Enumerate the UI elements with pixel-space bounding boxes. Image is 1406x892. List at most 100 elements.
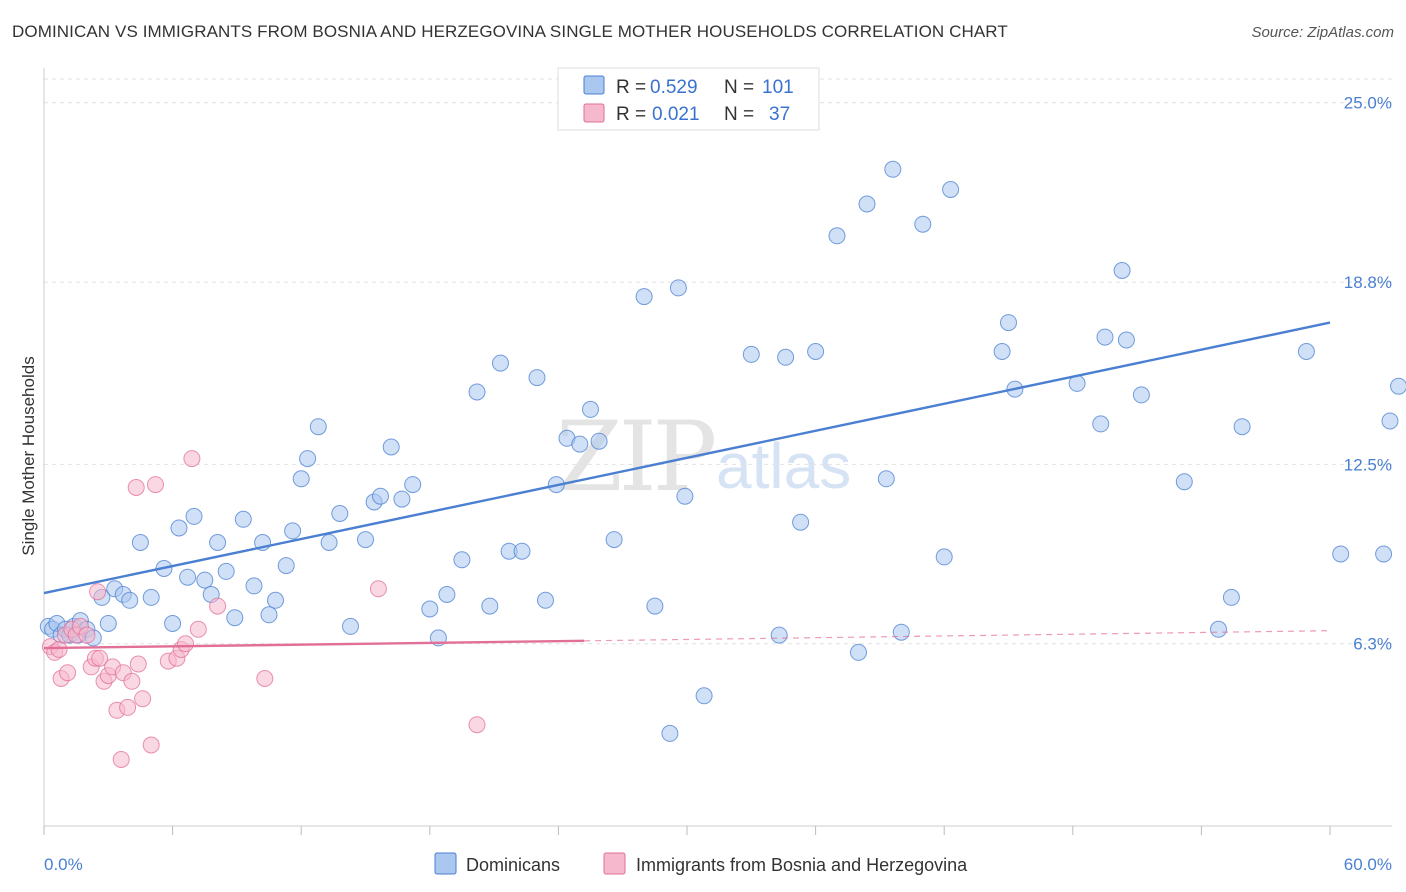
- data-point: [209, 597, 227, 615]
- x-ticks: [43, 826, 1331, 835]
- data-point: [91, 649, 109, 667]
- data-point: [78, 626, 96, 644]
- data-point: [1175, 473, 1193, 491]
- data-point: [1297, 343, 1315, 360]
- data-point: [1096, 328, 1114, 346]
- legend-r-value-0: 0.529: [650, 77, 698, 98]
- data-point: [669, 279, 687, 297]
- data-point: [571, 435, 589, 453]
- data-point: [112, 751, 130, 768]
- trendline-1: [43, 639, 585, 650]
- watermark-atlas: atlas: [716, 430, 851, 502]
- trendline-0: [43, 321, 1331, 595]
- data-point: [892, 623, 910, 641]
- bottom-legend-label-bosnia: Immigrants from Bosnia and Herzegovina: [636, 855, 968, 875]
- data-point: [277, 557, 295, 575]
- data-point: [292, 470, 310, 488]
- legend-r-label-1: R =: [616, 104, 646, 125]
- data-point: [404, 476, 422, 494]
- legend-swatch-dominicans: [583, 75, 605, 95]
- legend-bottom: Dominicans Immigrants from Bosnia and He…: [434, 852, 968, 875]
- data-point: [453, 551, 471, 569]
- data-point: [1375, 545, 1393, 563]
- legend-swatch-bosnia: [583, 103, 605, 123]
- data-point: [828, 227, 846, 245]
- data-point: [260, 606, 278, 624]
- data-point: [299, 450, 317, 468]
- bottom-legend-swatch-bosnia: [603, 852, 626, 875]
- data-point: [481, 597, 499, 615]
- data-point: [177, 635, 194, 653]
- chart-title: DOMINICAN VS IMMIGRANTS FROM BOSNIA AND …: [12, 22, 1008, 41]
- data-point: [372, 487, 389, 505]
- y-tick-label-1: 12.5%: [1344, 455, 1392, 474]
- data-point: [492, 354, 509, 372]
- data-point: [513, 542, 531, 560]
- data-point: [123, 672, 141, 690]
- data-point: [393, 490, 411, 508]
- data-point: [129, 655, 147, 673]
- data-point: [234, 510, 252, 528]
- data-point: [369, 580, 387, 598]
- data-point: [179, 568, 197, 586]
- data-point: [142, 588, 160, 606]
- data-point: [226, 609, 244, 627]
- data-point: [1132, 386, 1150, 404]
- data-point: [914, 215, 932, 233]
- data-point: [320, 534, 338, 551]
- data-point: [1233, 418, 1251, 436]
- data-point: [342, 617, 359, 635]
- data-point: [807, 343, 825, 360]
- data-point: [590, 432, 608, 450]
- data-point: [858, 195, 876, 213]
- source-label: Source: ZipAtlas.com: [1251, 24, 1394, 41]
- data-point: [142, 736, 160, 754]
- data-point: [605, 531, 623, 549]
- data-point: [528, 369, 546, 387]
- data-point: [99, 615, 117, 632]
- data-point: [635, 288, 653, 306]
- data-point: [127, 479, 145, 496]
- data-point: [245, 577, 263, 595]
- data-point: [1000, 314, 1017, 332]
- legend-n-label-0: N =: [724, 77, 754, 98]
- data-point: [59, 664, 77, 682]
- data-point: [935, 548, 953, 566]
- bosnia-points: [41, 450, 486, 768]
- data-point: [877, 470, 895, 488]
- data-point: [676, 487, 694, 505]
- y-tick-label-2: 18.8%: [1344, 273, 1392, 292]
- x-tick-max: 60.0%: [1344, 855, 1392, 874]
- data-point: [357, 531, 374, 549]
- gridlines: [44, 78, 1392, 645]
- data-point: [792, 513, 810, 531]
- data-point: [217, 562, 235, 580]
- data-point: [183, 450, 201, 468]
- data-point: [256, 670, 274, 687]
- bottom-legend-label-dominicans: Dominicans: [466, 855, 560, 875]
- data-point: [89, 583, 107, 601]
- data-point: [1332, 545, 1350, 563]
- data-point: [309, 418, 327, 436]
- data-point: [468, 383, 486, 401]
- trendlines: [43, 321, 1331, 650]
- data-point: [1390, 377, 1406, 395]
- data-point: [189, 620, 207, 638]
- data-point: [582, 400, 599, 418]
- data-point: [421, 600, 439, 618]
- data-point: [537, 591, 554, 609]
- data-point: [942, 181, 960, 198]
- axes: [43, 68, 1392, 827]
- data-point: [742, 345, 760, 363]
- data-point: [1092, 415, 1110, 433]
- data-point: [185, 507, 203, 525]
- dominicans-points: [39, 160, 1406, 742]
- data-point: [209, 534, 227, 551]
- data-point: [661, 724, 679, 742]
- legend-top: R = 0.529 N = 101 R = 0.021 N = 37: [557, 67, 820, 131]
- data-point: [1117, 331, 1135, 349]
- data-point: [646, 597, 664, 615]
- data-point: [777, 348, 795, 366]
- data-point: [196, 571, 214, 589]
- data-point: [438, 586, 456, 603]
